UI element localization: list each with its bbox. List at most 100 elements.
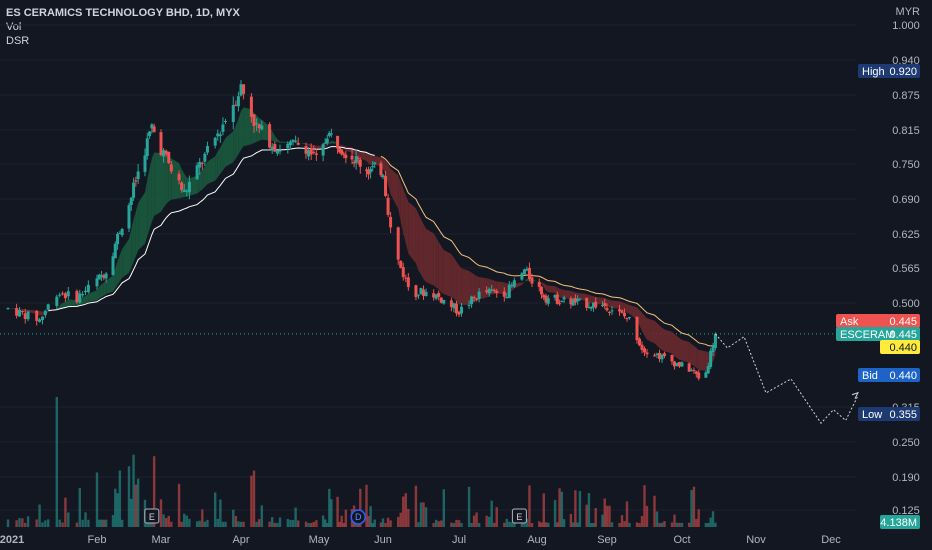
cloud-segment xyxy=(555,286,558,296)
cloud-segment xyxy=(564,289,571,300)
volume-bar xyxy=(697,509,700,527)
volume-bar xyxy=(336,496,339,527)
volume-bar xyxy=(342,522,345,527)
x-axis[interactable]: 2021 Feb Mar Apr May Jun Jul Aug Sep Oct Nov Dec xyxy=(0,534,841,546)
candle-body xyxy=(177,173,181,181)
cloud-segment xyxy=(456,261,459,305)
cloud-segment xyxy=(561,289,565,298)
cloud-segment xyxy=(225,131,234,167)
candle-body xyxy=(709,350,713,368)
x-tick-label: Mar xyxy=(152,534,171,546)
cloud-segment xyxy=(65,299,69,308)
candle-body xyxy=(437,292,441,297)
candle-body xyxy=(327,132,331,136)
volume-bar xyxy=(61,522,64,527)
volume-bar xyxy=(523,522,526,527)
y-tick-label: 0.875 xyxy=(892,90,920,102)
volume-bar xyxy=(328,488,331,527)
volume-bar xyxy=(520,520,524,527)
cloud-segment xyxy=(696,347,699,371)
candle-body xyxy=(20,311,24,313)
volume-bar xyxy=(475,512,478,527)
cloud-segment xyxy=(672,331,675,357)
cloud-segment xyxy=(383,158,386,175)
candle-body xyxy=(711,346,715,353)
volume-bar xyxy=(64,497,67,527)
candle-body xyxy=(257,124,261,129)
cloud-segment xyxy=(199,170,203,192)
indicator-dsr[interactable]: DSR xyxy=(6,35,30,47)
candle-body xyxy=(132,182,136,198)
cloud-segment xyxy=(418,214,421,275)
volume-bar xyxy=(384,522,387,527)
candle-body xyxy=(86,284,90,293)
cloud-segment xyxy=(713,350,716,362)
x-tick-label: 2021 xyxy=(0,534,24,546)
volume-bar xyxy=(232,509,235,527)
volume-bar xyxy=(422,502,425,527)
candle-body xyxy=(608,311,611,313)
volume-bar xyxy=(490,500,493,527)
cloud-segment xyxy=(189,175,198,196)
cloud-segment xyxy=(235,118,239,159)
indicator-vol[interactable]: Vol xyxy=(6,21,22,33)
volume-bar xyxy=(373,519,376,527)
cloud-segment xyxy=(607,298,610,308)
volume-bar xyxy=(162,514,165,527)
cloud-segment xyxy=(546,284,549,293)
candle-body xyxy=(475,298,479,300)
cloud-segment xyxy=(674,334,677,358)
badge-ask-label: Ask xyxy=(840,316,859,328)
cloud-segment xyxy=(62,301,66,308)
volume-bar xyxy=(692,486,696,527)
y-axis[interactable]: 1.0000.9400.8750.8150.7500.6900.6250.565… xyxy=(892,20,920,517)
candle-body xyxy=(218,134,222,136)
candle-body xyxy=(414,285,418,298)
badge-bid-bg xyxy=(858,368,920,382)
cloud-segment xyxy=(204,161,208,187)
candle-body xyxy=(268,124,272,148)
cloud-segment xyxy=(642,312,645,336)
volume-bar xyxy=(206,519,209,527)
candle-body xyxy=(618,309,621,312)
volume-bar xyxy=(635,522,639,527)
volume-bar xyxy=(640,515,644,527)
cloud-segment xyxy=(588,294,592,304)
badge-bid: Bid 0.440 xyxy=(858,368,920,382)
volume-bar xyxy=(495,507,498,527)
cloud-segment xyxy=(256,115,260,142)
candle-body xyxy=(525,268,529,271)
badge-ask-bg xyxy=(836,314,920,328)
y-tick-label: 1.000 xyxy=(892,20,920,32)
volume-bar xyxy=(242,521,245,527)
candle-body xyxy=(118,232,122,234)
candle-body xyxy=(291,139,295,142)
cloud-segment xyxy=(659,325,662,350)
cloud-segment xyxy=(459,265,462,305)
volume-bar xyxy=(556,522,559,527)
candle-body xyxy=(694,371,698,374)
candle-body xyxy=(242,84,246,94)
candle-body xyxy=(620,310,624,313)
badge-high: High 0.920 xyxy=(858,64,920,78)
candle-body xyxy=(406,277,410,288)
candle-body xyxy=(396,227,400,260)
candle-body xyxy=(213,137,217,146)
ma-cloud xyxy=(8,107,716,371)
candle-body xyxy=(113,243,117,259)
cloud-segment xyxy=(441,246,444,295)
moving-averages xyxy=(48,146,716,347)
candle-body xyxy=(358,159,362,167)
candle-body xyxy=(373,162,377,165)
volume-bar xyxy=(678,522,681,527)
volume-bar xyxy=(183,513,186,527)
volume-bar xyxy=(307,522,310,527)
volume-bar xyxy=(419,502,423,527)
volume-bar xyxy=(104,519,108,527)
volume-bar xyxy=(467,486,471,527)
candle-body xyxy=(520,273,524,280)
volume-bar xyxy=(618,522,621,527)
candle-body xyxy=(136,171,140,180)
volume-bar xyxy=(203,521,207,527)
